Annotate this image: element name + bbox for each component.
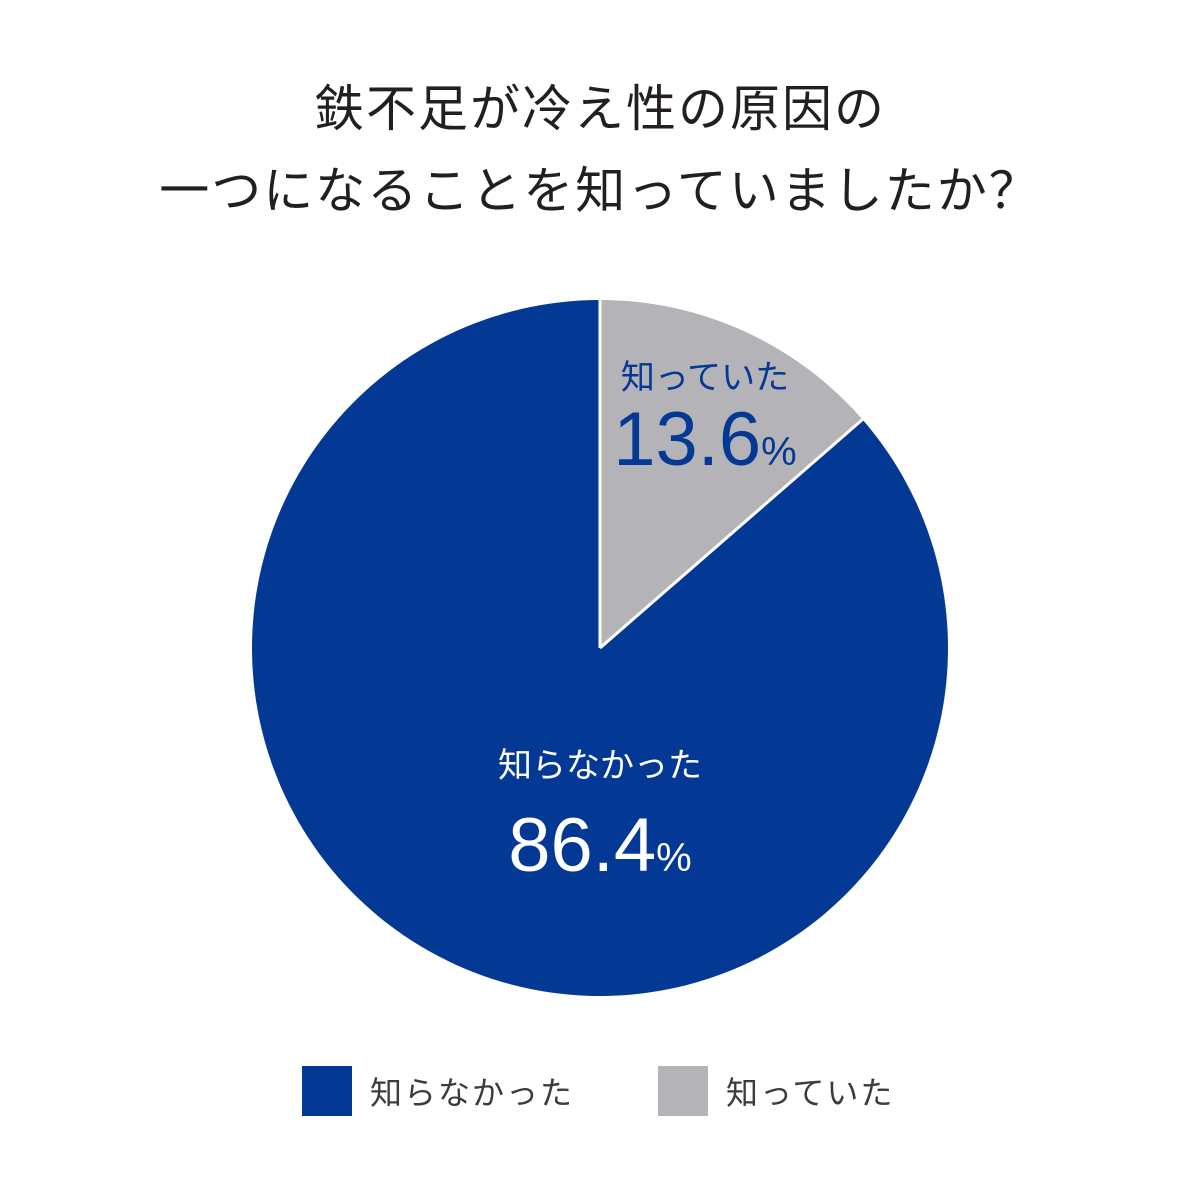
slice-label-not-known-name: 知らなかった [498, 746, 702, 786]
slice-label-known-value: 13.6% [613, 397, 797, 482]
legend-swatch-not-known [302, 1066, 352, 1116]
slice-label-not-known: 知らなかった 86.4% [470, 746, 730, 900]
chart-title-line1: 鉄不足が冷え性の原因の [314, 80, 886, 138]
slice-separator [599, 418, 864, 650]
slice-label-known: 知っていた 13.6% [600, 358, 810, 494]
legend-label-not-known: 知らなかった [370, 1074, 575, 1112]
legend-item-known: 知っていた [658, 1066, 894, 1116]
pie-slice-known [600, 300, 863, 648]
slice-label-known-name: 知っていた [620, 358, 790, 398]
chart-title-line2: 一つになることを知っていましたか？ [159, 162, 1041, 220]
chart-title: 鉄不足が冷え性の原因の 一つになることを知っていましたか？ [0, 68, 1200, 232]
legend-label-known: 知っていた [726, 1074, 895, 1112]
legend-swatch-known [658, 1066, 708, 1116]
legend-item-not-known: 知らなかった [302, 1066, 574, 1116]
slice-label-not-known-value: 86.4% [508, 803, 692, 888]
